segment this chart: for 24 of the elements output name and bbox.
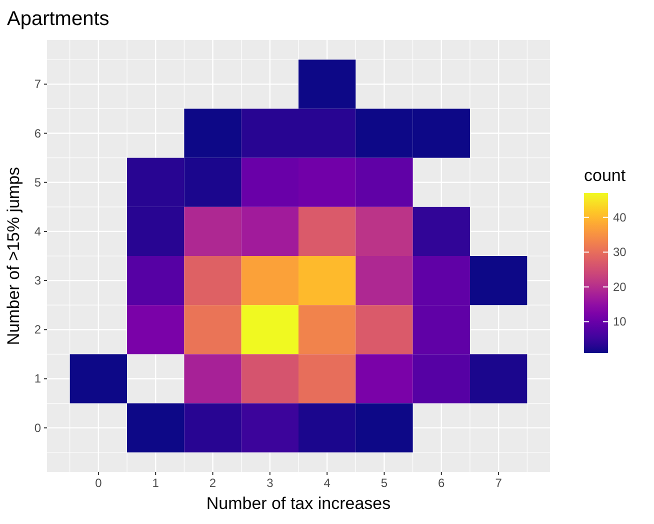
y-tick-label: 7 [34,77,42,92]
x-tick-label: 3 [266,476,274,490]
y-tick-label: 1 [34,372,42,386]
x-tick-label: 5 [380,476,388,490]
color-bar-title: count [584,166,626,185]
y-tick-label: 6 [34,126,42,140]
y-tick-label: 3 [34,274,42,288]
color-bar-label: 40 [613,210,627,224]
y-tick-label: 0 [34,420,42,435]
chart-title: Apartments [7,8,110,30]
x-tick-label: 4 [324,476,331,490]
x-axis-title: Number of tax increases [206,494,391,513]
y-axis-title: Number of >15% jumps [4,166,23,346]
x-tick-label: 1 [152,476,160,490]
color-bar-label: 20 [613,280,627,294]
x-tick-label: 6 [438,476,446,490]
y-tick-label: 4 [34,224,42,238]
y-tick-label: 2 [34,322,42,337]
color-bar-label: 30 [613,245,627,260]
x-tick-label: 7 [495,476,502,490]
x-tick-label: 0 [95,476,102,490]
y-tick-label: 5 [34,175,42,190]
x-tick-label: 2 [209,476,216,490]
color-bar-label: 10 [613,314,627,329]
